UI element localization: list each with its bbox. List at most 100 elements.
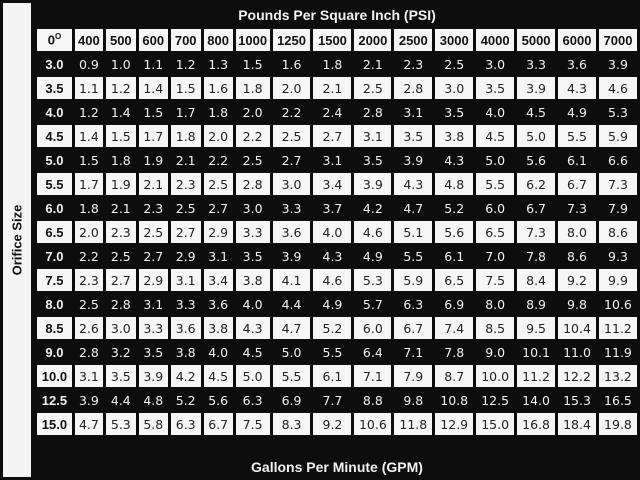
gpm-value-cell: 2.1	[362, 56, 383, 72]
gpm-value-cell: 14.0	[522, 392, 550, 408]
table-row: 5.5 1.7 1.9 2.1 2.3 2.5 2.8 3.0 3.4 3.9 4.3 4.8 5.5 6…	[37, 173, 637, 195]
gpm-value-cell: 2.2	[208, 152, 229, 168]
gpm-value-cell: 3.5	[362, 152, 383, 168]
gpm-value-cell: 4.9	[362, 248, 383, 264]
gpm-value-cell: 18.4	[558, 413, 596, 435]
gpm-value-cell: 2.5	[203, 173, 233, 195]
gpm-value-cell: 3.0	[435, 77, 474, 99]
gpm-value-cell: 2.8	[110, 296, 131, 312]
gpm-value-cell: 12.9	[435, 413, 474, 435]
gpm-value-cell: 11.9	[604, 344, 632, 360]
psi-column-header: 7000	[598, 29, 637, 51]
gpm-value-cell: 7.9	[394, 365, 433, 387]
gpm-value-cell: 6.0	[354, 317, 392, 339]
psi-column-header: 700	[170, 29, 201, 51]
gpm-value-cell: 5.1	[394, 221, 433, 243]
gpm-value-cell: 9.2	[313, 413, 352, 435]
gpm-value-cell: 6.7	[558, 173, 596, 195]
gpm-value-cell: 8.7	[435, 365, 474, 387]
table-row: 7.0 2.2 2.5 2.7 2.9 3.1 3.5 3.9 4.3 4.9 5.5 6.1 7.0 7…	[37, 245, 637, 267]
gpm-value-cell: 2.1	[138, 173, 168, 195]
gpm-value-cell: 1.7	[175, 104, 196, 120]
gpm-value-cell: 8.4	[517, 269, 556, 291]
table-row: 8.5 2.6 3.0 3.3 3.6 3.8 4.3 4.7 5.2 6.0 6.7 7.4 8.5 9…	[37, 317, 637, 339]
gpm-value-cell: 2.8	[362, 104, 383, 120]
gpm-value-cell: 3.9	[78, 392, 99, 408]
orifice-size-cell: 4.5	[37, 125, 72, 147]
gpm-value-cell: 2.5	[110, 248, 131, 264]
gpm-value-cell: 11.2	[598, 317, 637, 339]
orifice-size-cell: 6.5	[37, 221, 72, 243]
gpm-value-cell: 3.3	[281, 200, 302, 216]
gpm-value-cell: 4.9	[322, 296, 343, 312]
orifice-size-cell: 15.0	[37, 413, 72, 435]
psi-column-header: 800	[203, 29, 233, 51]
gpm-value-cell: 3.0	[485, 56, 506, 72]
orifice-size-cell: 3.0	[45, 56, 64, 72]
psi-column-header: 6000	[558, 29, 596, 51]
gpm-value-cell: 6.3	[242, 392, 263, 408]
gpm-value-cell: 7.8	[444, 344, 465, 360]
psi-column-header: 2000	[354, 29, 392, 51]
psi-column-header: 1000	[235, 29, 270, 51]
orifice-size-cell: 5.5	[37, 173, 72, 195]
gpm-value-cell: 6.0	[485, 200, 506, 216]
gpm-value-cell: 3.6	[272, 221, 311, 243]
gpm-value-cell: 1.2	[175, 56, 196, 72]
gpm-value-cell: 1.8	[235, 77, 270, 99]
gpm-value-cell: 4.1	[272, 269, 311, 291]
gpm-value-cell: 8.6	[567, 248, 587, 264]
gpm-value-cell: 3.6	[208, 296, 229, 312]
orifice-size-cell: 6.0	[45, 200, 64, 216]
gpm-value-cell: 10.6	[354, 413, 392, 435]
gpm-value-cell: 1.0	[110, 56, 131, 72]
orifice-size-cell: 3.5	[37, 77, 72, 99]
gpm-value-cell: 5.6	[526, 152, 547, 168]
orifice-size-cell: 9.0	[45, 344, 64, 360]
gpm-value-cell: 2.7	[143, 248, 164, 264]
gpm-value-cell: 3.1	[354, 125, 392, 147]
orifice-size-cell: 7.0	[45, 248, 64, 264]
gpm-value-cell: 5.2	[175, 392, 196, 408]
gpm-value-cell: 6.7	[394, 317, 433, 339]
orifice-size-cell: 10.0	[37, 365, 72, 387]
gpm-value-cell: 4.6	[598, 77, 637, 99]
gpm-value-cell: 8.3	[272, 413, 311, 435]
gpm-value-cell: 2.2	[281, 104, 302, 120]
gpm-value-cell: 15.0	[476, 413, 515, 435]
gpm-footer-title: Gallons Per Minute (GPM)	[251, 459, 423, 475]
gpm-value-cell: 2.0	[203, 125, 233, 147]
gpm-value-cell: 3.0	[272, 173, 311, 195]
gpm-value-cell: 4.0	[242, 296, 263, 312]
gpm-value-cell: 2.0	[272, 77, 311, 99]
gpm-value-cell: 1.1	[74, 77, 103, 99]
gpm-value-cell: 2.9	[175, 248, 196, 264]
gpm-value-cell: 5.2	[313, 317, 352, 339]
gpm-value-cell: 2.1	[110, 200, 131, 216]
gpm-value-cell: 1.5	[105, 125, 136, 147]
gpm-value-cell: 2.7	[170, 221, 201, 243]
gpm-value-cell: 7.1	[403, 344, 424, 360]
degree-symbol: O	[54, 32, 62, 42]
gpm-value-cell: 8.6	[598, 221, 637, 243]
gpm-value-cell: 2.5	[138, 221, 168, 243]
psi-column-header: 500	[105, 29, 136, 51]
gpm-value-cell: 1.8	[78, 200, 99, 216]
orifice-size-cell: 5.0	[45, 152, 64, 168]
gpm-value-cell: 2.7	[105, 269, 136, 291]
gpm-value-cell: 4.6	[354, 221, 392, 243]
table-row: 3.5 1.1 1.2 1.4 1.5 1.6 1.8 2.0 2.1 2.5 2.8 3.0 3.5 3…	[37, 77, 637, 99]
gpm-value-cell: 5.3	[354, 269, 392, 291]
gpm-value-cell: 3.7	[322, 200, 343, 216]
gpm-value-cell: 2.8	[235, 173, 270, 195]
gpm-value-cell: 2.8	[394, 77, 433, 99]
gpm-value-cell: 4.7	[272, 317, 311, 339]
gpm-value-cell: 2.9	[138, 269, 168, 291]
gpm-value-cell: 4.3	[322, 248, 343, 264]
gpm-value-cell: 9.8	[403, 392, 424, 408]
gpm-value-cell: 6.9	[444, 296, 465, 312]
gpm-value-cell: 7.7	[322, 392, 343, 408]
table-row: 9.0 2.8 3.2 3.5 3.8 4.0 4.5 5.0 5.5 6.4 7.1 7.8 9.0 1…	[37, 341, 637, 363]
gpm-value-cell: 7.8	[526, 248, 547, 264]
orifice-size-axis-label: Orifice Size	[3, 3, 31, 477]
